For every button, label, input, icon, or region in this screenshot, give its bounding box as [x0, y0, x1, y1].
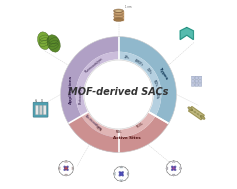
Circle shape: [67, 166, 68, 167]
FancyBboxPatch shape: [33, 102, 48, 117]
Ellipse shape: [188, 107, 193, 111]
Text: 1 nm: 1 nm: [125, 5, 132, 9]
Circle shape: [120, 172, 123, 175]
Circle shape: [172, 167, 175, 170]
Polygon shape: [76, 52, 118, 137]
Ellipse shape: [200, 115, 205, 119]
Text: COFs: COFs: [145, 67, 152, 75]
Polygon shape: [65, 174, 67, 175]
Text: Types: Types: [158, 67, 169, 80]
Text: M-N₂: M-N₂: [115, 130, 122, 134]
Text: Active Sites: Active Sites: [113, 136, 141, 140]
FancyBboxPatch shape: [195, 80, 198, 83]
Circle shape: [65, 167, 68, 170]
Polygon shape: [118, 52, 161, 116]
Circle shape: [84, 60, 153, 129]
FancyBboxPatch shape: [191, 83, 195, 86]
Polygon shape: [180, 27, 193, 40]
Polygon shape: [72, 167, 73, 170]
FancyBboxPatch shape: [39, 105, 42, 115]
Polygon shape: [172, 174, 175, 175]
FancyBboxPatch shape: [199, 80, 202, 83]
FancyBboxPatch shape: [199, 76, 202, 79]
Text: MOFs: MOFs: [151, 79, 158, 87]
Circle shape: [119, 175, 120, 176]
Circle shape: [119, 172, 120, 173]
Ellipse shape: [38, 32, 50, 50]
Polygon shape: [68, 116, 169, 153]
Circle shape: [122, 172, 123, 173]
Polygon shape: [82, 112, 155, 137]
FancyBboxPatch shape: [191, 76, 195, 79]
Circle shape: [122, 175, 123, 176]
Circle shape: [175, 166, 176, 167]
FancyBboxPatch shape: [199, 83, 202, 86]
Text: Applications: Applications: [69, 74, 73, 104]
Text: O₂: O₂: [41, 99, 44, 103]
Circle shape: [64, 169, 65, 170]
Text: M₁-S₄: M₁-S₄: [95, 122, 103, 130]
Text: Electrocatalysis: Electrocatalysis: [84, 114, 102, 131]
Text: Photocatalysis: Photocatalysis: [79, 85, 83, 104]
Polygon shape: [127, 173, 128, 175]
Polygon shape: [118, 36, 176, 123]
Text: M₁-N₄: M₁-N₄: [136, 121, 144, 129]
Ellipse shape: [114, 18, 123, 21]
Ellipse shape: [47, 35, 60, 52]
Polygon shape: [114, 11, 123, 20]
FancyBboxPatch shape: [36, 105, 38, 115]
Text: MOF-derived SACs: MOF-derived SACs: [68, 87, 169, 97]
Text: Thermocatalysis: Thermocatalysis: [84, 57, 104, 74]
Polygon shape: [167, 167, 168, 170]
FancyBboxPatch shape: [43, 105, 46, 115]
Polygon shape: [120, 167, 123, 168]
Circle shape: [64, 166, 65, 167]
Text: BIMOFs: BIMOFs: [133, 58, 144, 67]
Polygon shape: [189, 107, 204, 120]
FancyBboxPatch shape: [191, 80, 195, 83]
Text: H₂: H₂: [35, 99, 38, 103]
Circle shape: [172, 169, 173, 170]
FancyBboxPatch shape: [195, 76, 198, 79]
Text: PCNs: PCNs: [154, 92, 158, 99]
Polygon shape: [61, 36, 118, 153]
Ellipse shape: [114, 9, 123, 12]
Circle shape: [67, 169, 68, 170]
Circle shape: [172, 166, 173, 167]
Circle shape: [175, 169, 176, 170]
FancyBboxPatch shape: [195, 83, 198, 86]
Text: ZIFs: ZIFs: [123, 55, 129, 60]
